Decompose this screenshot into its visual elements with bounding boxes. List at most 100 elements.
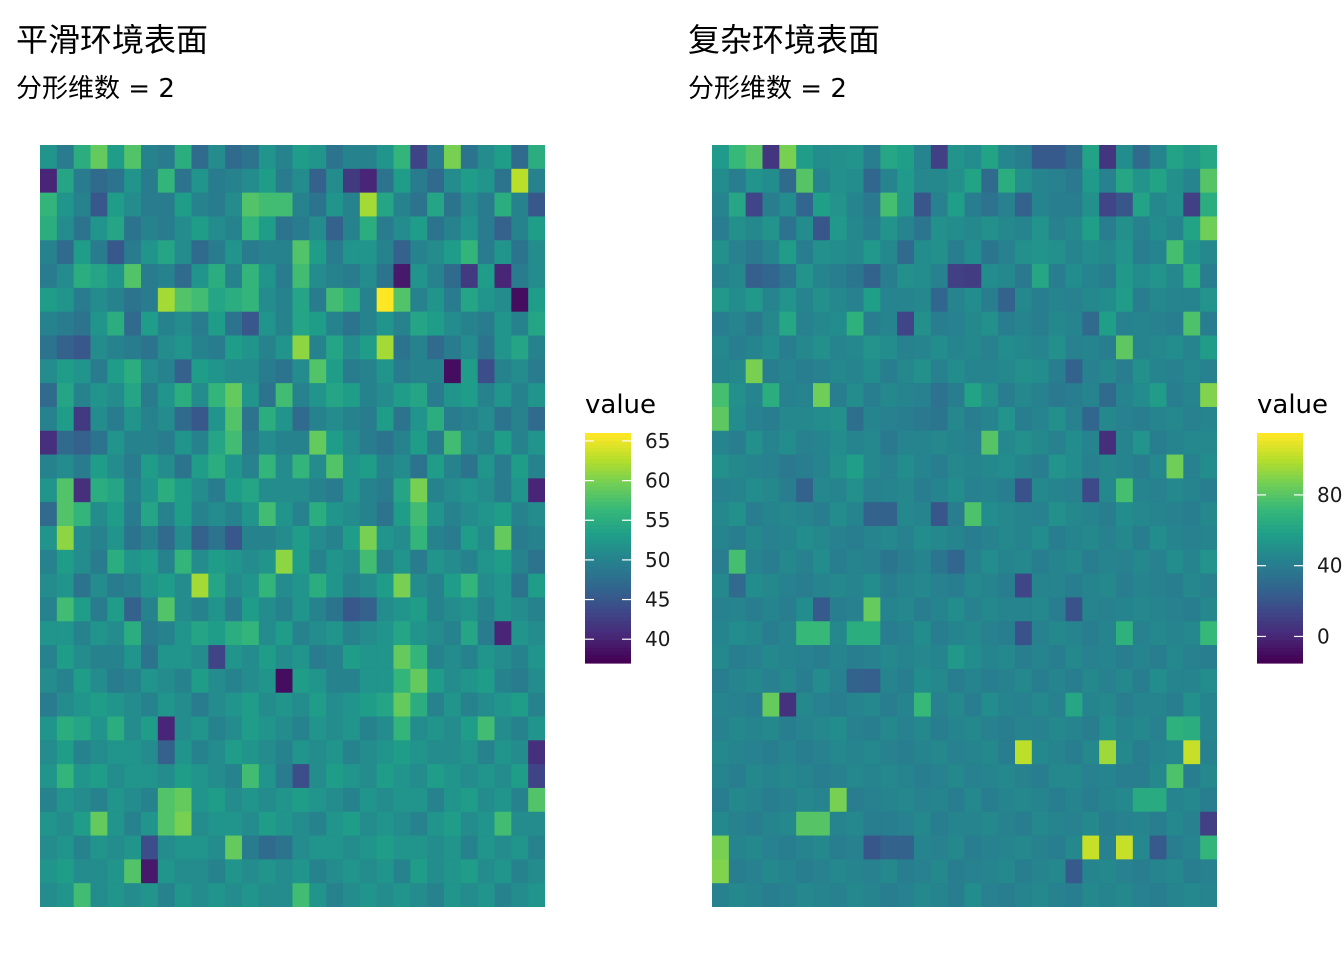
heatmap-tile <box>326 383 344 408</box>
heatmap-tile <box>460 145 479 170</box>
heatmap-tile <box>930 597 949 622</box>
colorbar-segment <box>1257 597 1303 603</box>
heatmap-tile <box>779 192 797 218</box>
colorbar-segment <box>585 436 631 442</box>
heatmap-tile <box>728 335 747 360</box>
heatmap-tile <box>73 240 92 265</box>
heatmap-tile <box>1149 454 1168 479</box>
heatmap-tile <box>292 383 310 408</box>
heatmap-tile <box>779 740 797 765</box>
heatmap-tile <box>191 478 209 503</box>
heatmap-tile <box>460 168 479 194</box>
heatmap-tile <box>880 168 898 194</box>
heatmap-tile <box>427 430 445 456</box>
heatmap-tile <box>964 835 982 860</box>
heatmap-tile <box>258 692 277 718</box>
heatmap-tile <box>56 716 75 741</box>
heatmap-tile <box>1015 621 1033 646</box>
heatmap-tile <box>528 145 545 170</box>
heatmap-tile <box>981 502 999 527</box>
heatmap-tile <box>779 478 797 503</box>
heatmap-tile <box>1149 573 1168 599</box>
heatmap-tile <box>796 692 814 718</box>
heatmap-tile <box>829 216 848 241</box>
heatmap-tile <box>56 216 75 241</box>
heatmap-tile <box>779 787 797 813</box>
heatmap-tile <box>528 359 545 384</box>
heatmap-tile <box>1048 502 1067 527</box>
heatmap-tile <box>1116 716 1134 741</box>
heatmap-tile <box>427 502 445 527</box>
heatmap-tile <box>174 526 193 551</box>
heatmap-tile <box>410 430 428 456</box>
heatmap-tile <box>225 406 243 432</box>
heatmap-tile <box>762 502 780 527</box>
heatmap-tile <box>208 335 226 360</box>
heatmap-tile <box>242 597 260 622</box>
heatmap-tile <box>829 883 848 907</box>
heatmap-tile <box>745 240 764 265</box>
heatmap-tile <box>914 549 932 575</box>
heatmap-tile <box>846 502 865 527</box>
heatmap-tile <box>477 454 496 479</box>
heatmap-tile <box>745 597 764 622</box>
heatmap-tile <box>1116 692 1134 718</box>
heatmap-tile <box>56 335 75 360</box>
heatmap-tile <box>745 406 764 432</box>
heatmap-tile <box>444 287 462 313</box>
heatmap-tile <box>897 526 915 551</box>
heatmap-tile <box>107 883 125 907</box>
heatmap-tile <box>1099 573 1117 599</box>
heatmap-tile <box>914 597 932 622</box>
heatmap-tile <box>1116 287 1134 313</box>
heatmap-tile <box>157 716 176 741</box>
heatmap-tile <box>359 764 378 789</box>
heatmap-tile <box>880 359 898 384</box>
heatmap-tile <box>275 692 294 718</box>
heatmap-tile <box>326 240 344 265</box>
heatmap-tile <box>191 454 209 479</box>
heatmap-tile <box>1099 406 1117 432</box>
heatmap-tile <box>1082 621 1100 646</box>
heatmap-tile <box>1183 740 1201 765</box>
heatmap-tile <box>914 192 932 218</box>
heatmap-tile <box>1099 668 1117 694</box>
heatmap-tile <box>779 359 797 384</box>
heatmap-tile <box>1149 526 1168 551</box>
heatmap-tile <box>309 668 327 694</box>
heatmap-tile <box>1082 335 1100 360</box>
heatmap-tile <box>208 264 226 289</box>
heatmap-tile <box>1183 168 1201 194</box>
heatmap-tile <box>930 454 949 479</box>
heatmap-tile <box>326 526 344 551</box>
heatmap-tile <box>444 621 462 646</box>
heatmap-tile <box>528 430 545 456</box>
heatmap-tile <box>880 526 898 551</box>
heatmap-tile <box>1166 883 1184 907</box>
heatmap-tile <box>1065 692 1083 718</box>
heatmap-tile <box>745 740 764 765</box>
heatmap-tile <box>762 764 780 789</box>
heatmap-tile <box>813 692 831 718</box>
heatmap-tile <box>511 192 529 218</box>
heatmap-tile <box>40 692 58 718</box>
heatmap-tile <box>897 383 915 408</box>
heatmap-tile <box>981 716 999 741</box>
heatmap-tile <box>124 740 142 765</box>
heatmap-tile <box>1149 835 1168 860</box>
heatmap-tile <box>1015 311 1033 337</box>
heatmap-tile <box>225 597 243 622</box>
heatmap-tile <box>208 526 226 551</box>
heatmap-tile <box>460 311 479 337</box>
heatmap-tile <box>528 287 545 313</box>
heatmap-tile <box>56 740 75 765</box>
heatmap-tile <box>796 430 814 456</box>
heatmap-tile <box>427 740 445 765</box>
heatmap-tile <box>1015 859 1033 884</box>
heatmap-tile <box>897 621 915 646</box>
heatmap-tile <box>1065 192 1083 218</box>
heatmap-tile <box>1183 383 1201 408</box>
heatmap-tile <box>460 526 479 551</box>
heatmap-tile <box>863 335 881 360</box>
heatmap-tile <box>1149 145 1168 170</box>
